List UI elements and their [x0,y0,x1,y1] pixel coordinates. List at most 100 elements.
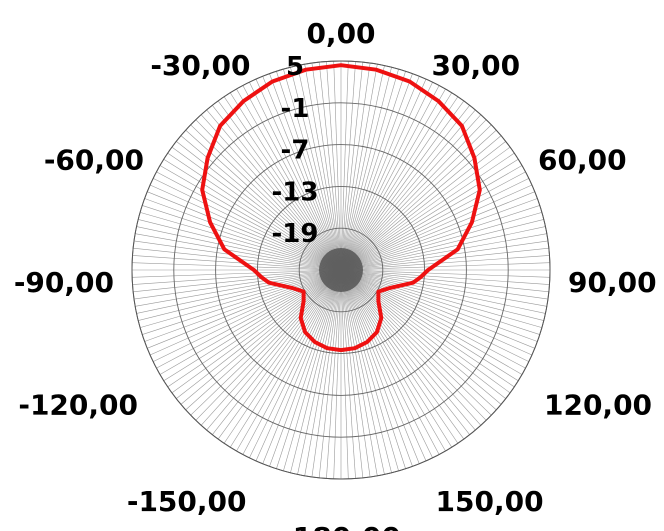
spoke-gridline [340,82,433,271]
spoke-gridline [133,269,342,293]
spoke-gridline [340,269,406,469]
spoke-gridline [318,269,342,478]
spoke-gridline [276,71,342,271]
spoke-gridline [318,62,342,271]
spoke-gridline [276,269,342,469]
spoke-gridline [138,219,342,271]
spoke-gridline [133,240,342,271]
angle-tick-label: 150,00 [436,485,544,518]
spoke-gridline [340,76,420,271]
spoke-gridline [153,269,342,362]
spoke-gridline [195,119,342,271]
spoke-gridline [135,269,342,307]
spoke-gridline [340,61,349,271]
spoke-gridline [340,78,427,271]
spoke-gridline [340,171,526,271]
spoke-gridline [223,269,342,444]
spoke-gridline [180,269,342,405]
spoke-gridline [340,71,406,271]
spoke-gridline [135,233,342,271]
angle-tick-label: -120,00 [18,389,138,422]
spoke-gridline [340,269,392,473]
spoke-gridline [269,269,342,467]
spoke-gridline [340,269,487,421]
spoke-gridline [311,62,342,271]
spoke-gridline [304,269,342,476]
spoke-gridline [255,269,342,462]
spoke-gridline [185,269,342,411]
spoke-gridline [262,269,342,464]
spoke-gridline [340,269,550,278]
spoke-gridline [304,64,342,271]
spoke-gridline [340,73,413,271]
spoke-gridline [340,269,519,382]
spoke-gridline [340,269,371,478]
spoke-gridline [311,269,342,478]
spoke-gridline [242,85,342,271]
spoke-gridline [144,198,342,271]
spoke-gridline [340,88,446,271]
spoke-gridline [136,269,342,314]
spoke-gridline [340,184,533,271]
radial-tick-labels: 5 -1 -7 -13 -19 [272,52,319,249]
angle-tick-label: 90,00 [568,266,657,299]
spoke-gridline [149,269,342,356]
spoke-gridline [176,141,342,271]
spoke-gridline [340,269,544,321]
spoke-gridline [340,100,465,271]
spoke-gridline [212,269,342,435]
spoke-gridline [340,62,371,271]
spoke-gridline [159,269,342,375]
spoke-gridline [340,269,470,435]
spoke-gridline [190,269,342,416]
spoke-gridline [290,269,342,473]
spoke-gridline [340,67,392,271]
spoke-gridline [340,269,364,478]
spoke-gridline [340,124,492,271]
angle-tick-label: -60,00 [44,144,144,177]
angle-tick-label: -150,00 [127,485,247,518]
spoke-gridline [163,269,342,382]
spoke-gridline [163,158,342,271]
ring-gridline [173,102,509,438]
spoke-gridline [340,255,550,271]
spoke-gridline [340,141,506,271]
spoke-gridline [200,269,342,426]
angle-tick-label: -180,00 [281,521,401,531]
spoke-gridline [147,269,342,349]
spoke-gridline [340,269,446,452]
radial-tick-label: -7 [281,136,310,166]
spoke-gridline [326,269,342,479]
spoke-gridline [297,65,342,271]
radial-tick-label: 5 [286,52,304,82]
radial-tick-label: -13 [272,177,319,207]
spoke-gridline [340,96,459,271]
spoke-gridline [340,269,356,479]
spoke-gridline [340,146,511,271]
spoke-gridline [171,269,342,394]
spoke-gridline [340,226,546,271]
spoke-gridline [340,119,487,271]
spoke-gridline [149,184,342,271]
spoke-gridline [340,165,523,271]
spoke-gridline [229,269,342,448]
spoke-gridline [144,269,342,342]
spoke-gridline [133,269,342,300]
spoke-gridline [340,262,550,271]
spoke-gridline [140,269,342,328]
spoke-gridline [340,269,546,314]
spoke-gridline [200,114,342,271]
spoke-gridline [167,152,342,271]
spoke-gridline [333,61,342,271]
radial-tick-label: -19 [272,219,319,249]
spoke-gridline [340,269,459,444]
spoke-gridline [340,129,497,271]
spoke-gridline [217,269,342,440]
spoke-gridline [340,205,540,271]
spoke-gridline [249,269,342,458]
spoke-gridline [340,269,385,475]
spoke-gridline [340,269,550,285]
spoke-gridline [142,205,342,271]
spoke-gridline [132,269,342,285]
spoke-gridline [190,124,342,271]
